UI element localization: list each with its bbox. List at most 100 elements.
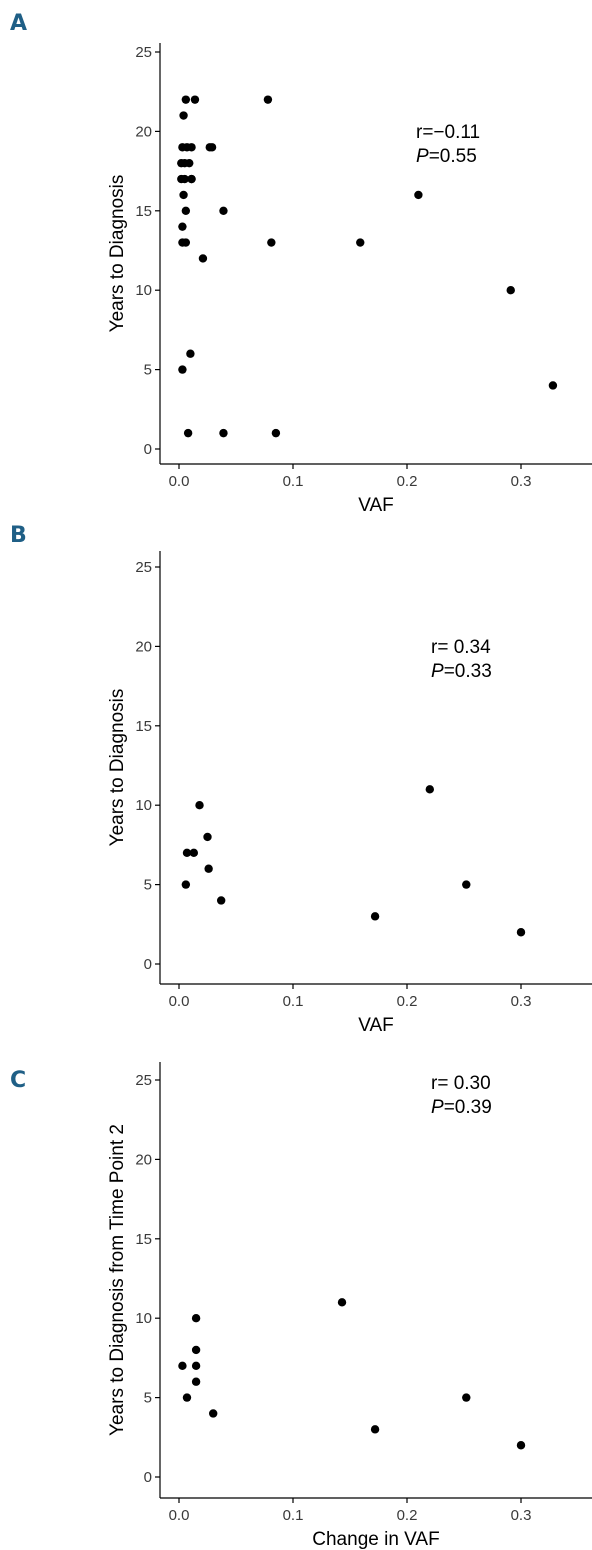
- scatter-point: [219, 206, 228, 215]
- scatter-point: [181, 206, 191, 215]
- scatter-point: [219, 428, 228, 438]
- y-tick-label: 10: [135, 1310, 152, 1327]
- scatter-point: [190, 95, 200, 104]
- x-axis-title: VAF: [358, 495, 394, 516]
- panel-c: C 0 5 10 15 20 25 0.0 0.1 0.2 0.3 Change in VAF Year…: [10, 1062, 592, 1550]
- y-tick-label: 15: [135, 203, 152, 220]
- scatter-point: [198, 254, 208, 263]
- scatter-point: [191, 1377, 201, 1386]
- y-tick-label: 5: [144, 877, 152, 894]
- x-tick-label: 0.1: [283, 993, 304, 1010]
- scatter-point: [370, 912, 380, 921]
- y-tick-label: 10: [135, 282, 152, 299]
- scatter-point: [204, 864, 213, 873]
- scatter-point: [181, 238, 191, 247]
- y-tick-label: 20: [135, 638, 152, 655]
- scatter-points: [177, 95, 558, 438]
- x-tick-label: 0.3: [511, 993, 532, 1010]
- scatter-point: [180, 174, 189, 184]
- y-axis-title: Years to Diagnosis: [107, 175, 128, 333]
- scatter-point: [181, 95, 191, 104]
- scatter-point: [462, 880, 471, 889]
- x-tick-label: 0.3: [511, 473, 532, 490]
- scatter-point: [189, 848, 199, 858]
- scatter-point: [178, 1361, 187, 1371]
- p-value-number: =0.55: [429, 146, 477, 167]
- x-tick-label: 0.0: [169, 1507, 190, 1524]
- scatter-point: [185, 158, 194, 168]
- p-value: P=0.33: [431, 661, 492, 682]
- x-tick-label: 0.2: [397, 1507, 418, 1524]
- y-tick-label: 0: [144, 441, 152, 458]
- panel-letter: B: [10, 523, 27, 548]
- scatter-point: [187, 143, 196, 152]
- scatter-point: [183, 428, 193, 438]
- x-tick-label: 0.2: [397, 473, 418, 490]
- p-value-number: =0.33: [444, 661, 492, 682]
- p-symbol: P: [431, 1097, 444, 1118]
- scatter-point: [195, 801, 204, 810]
- scatter-point: [207, 143, 217, 152]
- panel-letter: C: [10, 1068, 26, 1093]
- scatter-point: [186, 349, 195, 358]
- scatter-point: [179, 190, 188, 200]
- y-tick-label: 0: [144, 1469, 152, 1486]
- scatter-point: [191, 1314, 201, 1323]
- correlation-r: r= 0.34: [431, 637, 491, 658]
- y-tick-label: 0: [144, 956, 152, 973]
- scatter-point: [548, 381, 558, 390]
- scatter-point: [267, 238, 276, 247]
- y-axis-title: Years to Diagnosis from Time Point 2: [107, 1124, 128, 1436]
- x-tick-label: 0.2: [397, 993, 418, 1010]
- x-tick-label: 0.1: [283, 473, 304, 490]
- p-value: P=0.55: [416, 146, 477, 167]
- x-tick-label: 0.0: [169, 993, 190, 1010]
- y-tick-label: 15: [135, 718, 152, 735]
- scatter-point: [337, 1298, 347, 1307]
- scatter-point: [178, 365, 187, 374]
- scatter-point: [462, 1393, 471, 1402]
- p-value: P=0.39: [431, 1097, 492, 1118]
- scatter-point: [187, 174, 196, 184]
- scatter-points: [178, 1298, 526, 1450]
- scatter-point: [356, 238, 365, 247]
- scatter-point: [182, 848, 192, 858]
- p-value-number: =0.39: [444, 1097, 492, 1118]
- y-tick-label: 5: [144, 362, 152, 379]
- correlation-r: r= 0.30: [431, 1073, 491, 1094]
- p-symbol: P: [431, 661, 444, 682]
- scatter-point: [506, 286, 515, 295]
- correlation-r: r=−0.11: [416, 122, 480, 143]
- scatter-point: [191, 1345, 201, 1355]
- x-tick-label: 0.1: [283, 1507, 304, 1524]
- y-tick-label: 20: [135, 123, 152, 140]
- scatter-point: [414, 190, 423, 200]
- scatter-point: [178, 222, 187, 231]
- scatter-point: [263, 95, 273, 104]
- scatter-point: [516, 928, 526, 937]
- p-symbol: P: [416, 146, 429, 167]
- scatter-point: [191, 1361, 201, 1371]
- scatter-point: [216, 896, 226, 905]
- x-axis-title: Change in VAF: [312, 1529, 439, 1550]
- panel-b: B 0 5 10 15 20 25 0.0 0.1 0.2 0.3 VAF Years to Diagn…: [10, 523, 592, 1036]
- x-tick-label: 0.3: [511, 1507, 532, 1524]
- scatter-points: [181, 785, 526, 937]
- scatter-point: [370, 1425, 380, 1434]
- y-tick-label: 5: [144, 1390, 152, 1407]
- y-tick-label: 15: [135, 1231, 152, 1248]
- scatter-point: [182, 1393, 192, 1402]
- y-tick-label: 20: [135, 1151, 152, 1168]
- y-axis-title: Years to Diagnosis: [107, 689, 128, 847]
- y-tick-label: 10: [135, 797, 152, 814]
- scatter-point: [516, 1441, 526, 1450]
- scatter-point: [203, 832, 212, 842]
- scatter-point: [209, 1409, 218, 1418]
- x-tick-label: 0.0: [169, 473, 190, 490]
- scatter-point: [425, 785, 434, 794]
- x-axis-title: VAF: [358, 1015, 394, 1036]
- y-tick-label: 25: [135, 1072, 152, 1089]
- y-tick-label: 25: [135, 44, 152, 61]
- y-tick-label: 25: [135, 559, 152, 576]
